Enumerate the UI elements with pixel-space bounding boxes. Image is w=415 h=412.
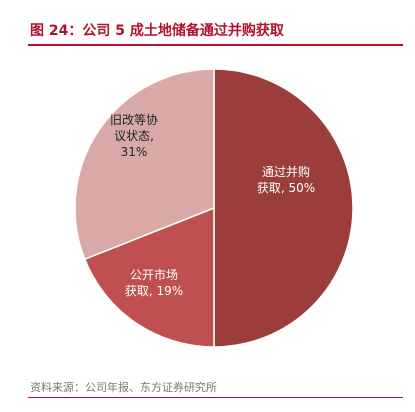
source-note: 资料来源：公司年报、东方证券研究所 [30,381,217,394]
figure-title: 图 24：公司 5 成土地储备通过并购获取 [30,23,284,39]
slice-label-line: 获取, 19% [125,284,183,298]
slice-label-line: 议状态, [114,129,154,143]
pie-slice [83,206,215,348]
slice-label-line: 公开市场 [130,267,178,282]
slice-label-line: 通过并购 [262,164,310,179]
source-divider [28,397,403,398]
slice-label: 公开市场获取, 19% [125,267,183,298]
slice-label-line: 获取, 50% [257,181,315,195]
slice-label: 旧改等协议状态, 31% [110,112,158,159]
slice-label-line: 旧改等协 [110,112,158,127]
slice-label-line: 31% [121,145,148,159]
pie-slice [74,68,215,261]
title-divider [28,44,403,46]
slice-label: 通过并购获取, 50% [257,164,315,195]
pie-slice [213,68,354,348]
